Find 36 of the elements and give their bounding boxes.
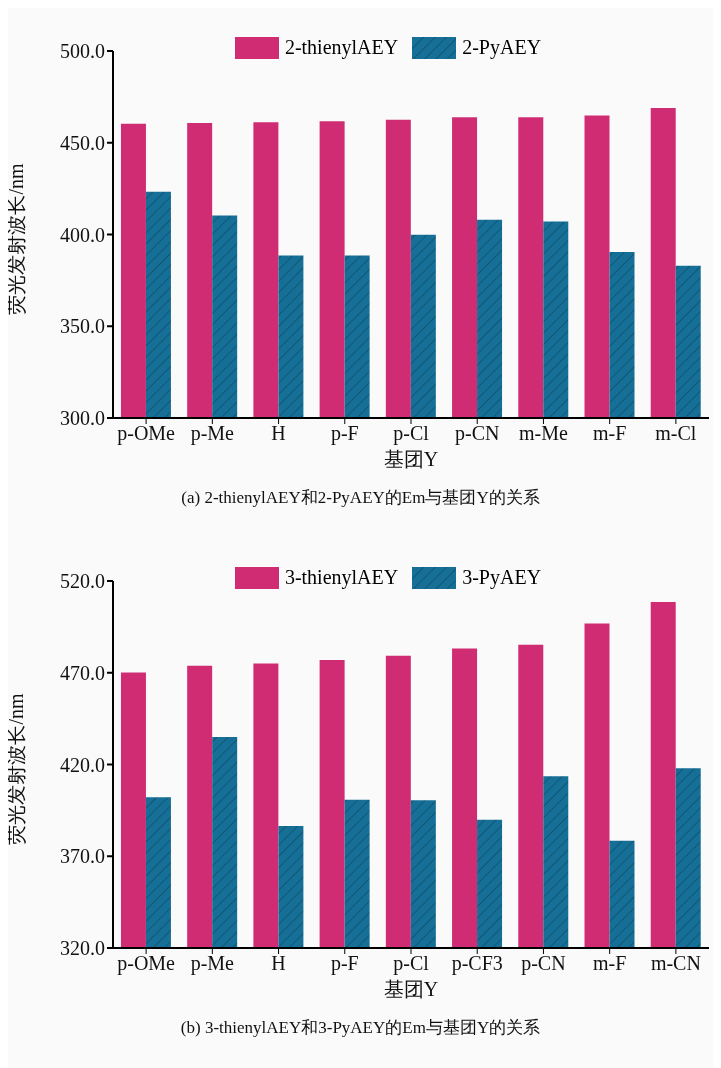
- x-tick-label: p-F: [330, 952, 359, 976]
- x-tick-label: H: [271, 422, 286, 445]
- x-tick-label: p-Me: [190, 422, 235, 446]
- y-tick-label: 500.0: [60, 40, 105, 63]
- x-tick-label: p-Cl: [393, 422, 430, 446]
- legend-label: 2-PyAEY: [462, 36, 542, 59]
- x-tick-label: p-Me: [190, 952, 235, 976]
- x-tick-label: p-Cl: [393, 952, 430, 976]
- x-tick-label: p-CN: [521, 952, 566, 976]
- y-tick-label: 300.0: [60, 407, 105, 430]
- x-tick-label: m-F: [592, 422, 627, 445]
- x-tick-label: p-OMe: [117, 422, 176, 446]
- x-tick-label: p-CN: [455, 422, 500, 446]
- y-tick-label: 450.0: [60, 131, 105, 154]
- y-tick-label: 470.0: [60, 661, 105, 684]
- y-tick-label: 520.0: [60, 570, 105, 593]
- y-tick-label: 350.0: [60, 315, 105, 338]
- x-tick-label: m-Me: [519, 422, 568, 445]
- legend-label: 3-PyAEY: [462, 566, 542, 589]
- x-tick-label: p-CF3: [451, 952, 503, 976]
- y-tick-label: 320.0: [60, 937, 105, 960]
- y-tick-label: 420.0: [60, 753, 105, 776]
- x-axis-title: 基团Y: [383, 448, 439, 470]
- x-tick-label: p-OMe: [117, 952, 176, 976]
- text: (b) 3-thienylAEY和3-PyAEY的Em与基团Y的关系: [179, 1017, 542, 1039]
- x-tick-label: p-F: [330, 422, 359, 446]
- x-tick-label: m-F: [592, 952, 627, 975]
- x-axis-title: 基团Y: [383, 978, 439, 1000]
- y-tick-label: 400.0: [60, 223, 105, 246]
- x-tick-label: m-Cl: [655, 422, 697, 445]
- y-tick-label: 370.0: [60, 845, 105, 868]
- text: (a) 2-thienylAEY和2-PyAEY的Em与基团Y的关系: [180, 487, 541, 509]
- legend-label: 3-thienylAEY: [284, 566, 399, 589]
- x-tick-label: m-CN: [650, 952, 701, 975]
- legend-label: 2-thienylAEY: [284, 36, 399, 59]
- x-tick-label: H: [271, 952, 286, 975]
